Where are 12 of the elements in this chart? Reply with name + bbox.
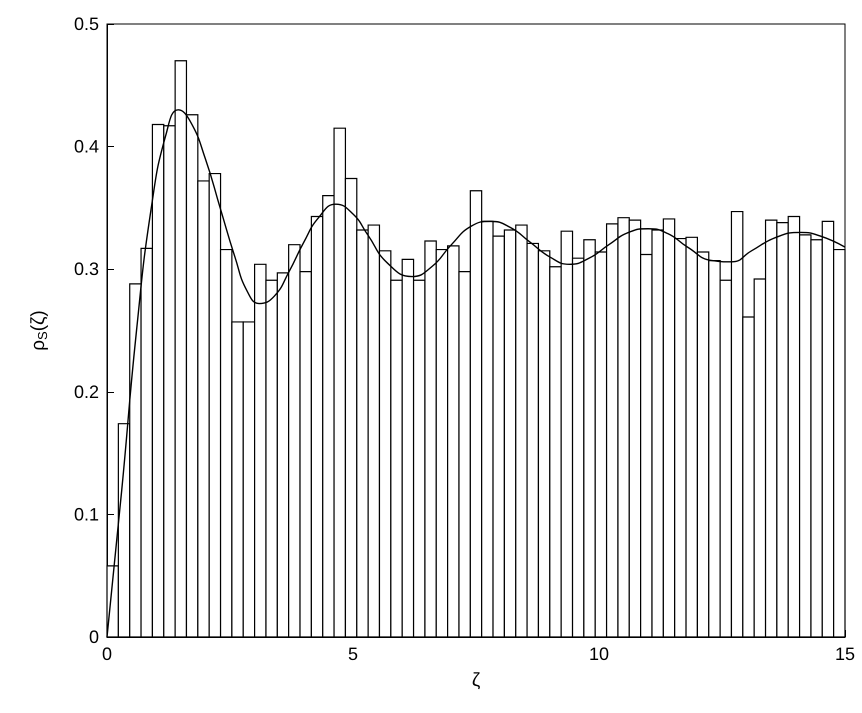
y-axis-title: ρS(ζ) xyxy=(28,310,50,351)
y-tick-label: 0 xyxy=(88,627,99,647)
y-tick-label: 0.5 xyxy=(74,14,99,34)
y-tick-label: 0.3 xyxy=(74,259,99,280)
x-tick-label: 5 xyxy=(348,644,358,664)
x-axis-title: ζ xyxy=(472,670,481,691)
x-tick-label: 15 xyxy=(834,644,856,664)
y-tick-label: 0.4 xyxy=(74,136,99,157)
y-tick-label: 0.1 xyxy=(74,504,99,524)
y-tick-label: 0.2 xyxy=(74,382,99,402)
x-tick-label: 0 xyxy=(102,644,112,664)
x-tick-label: 10 xyxy=(588,644,610,664)
